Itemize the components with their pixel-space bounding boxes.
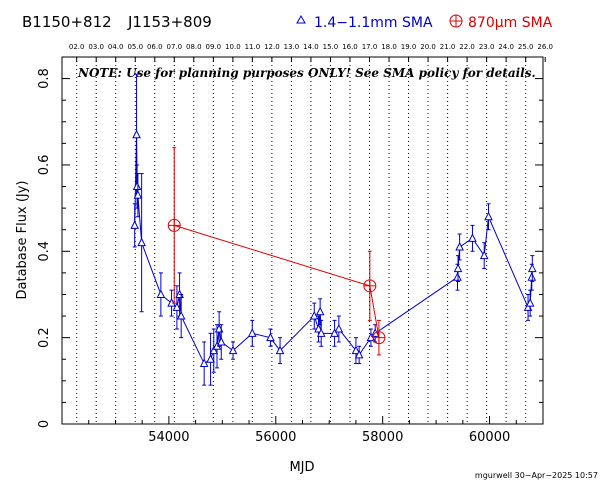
data-point <box>132 181 142 191</box>
data-point <box>527 272 537 281</box>
data-point <box>176 310 186 320</box>
top-year-label: 24.0 <box>498 43 514 51</box>
top-year-label: 20.0 <box>420 43 436 51</box>
top-year-label: 06.0 <box>147 43 163 51</box>
top-year-label: 10.0 <box>225 43 241 51</box>
data-point <box>354 349 364 359</box>
x-tick-label: 60000 <box>469 430 510 445</box>
series-1.4-1.1mm <box>130 73 537 386</box>
top-year-label: 11.0 <box>245 43 261 51</box>
top-year-label: 15.0 <box>323 43 339 51</box>
top-year-label: 23.0 <box>479 43 495 51</box>
data-point <box>130 220 139 229</box>
top-year-label: 14.0 <box>303 43 319 51</box>
data-point <box>455 241 464 251</box>
footer-stamp: mgurwell 30−Apr−2025 10:57 <box>475 471 598 480</box>
top-year-label: 08.0 <box>186 43 202 51</box>
series-870um <box>167 147 386 356</box>
year-grid <box>76 57 527 424</box>
x-axis-label: MJD <box>289 460 314 475</box>
data-point <box>133 190 143 199</box>
top-year-label: 16.0 <box>342 43 358 51</box>
plot-frame <box>61 56 544 425</box>
data-point <box>484 211 493 221</box>
data-point <box>468 233 477 242</box>
y-axis-ticks: 0 0.2 0.4 0.6 0.8 <box>37 56 543 428</box>
top-year-label: 07.0 <box>166 43 182 51</box>
planning-note: NOTE: Use for planning purposes ONLY! Se… <box>77 66 536 80</box>
data-point <box>330 328 339 337</box>
top-year-label: 17.0 <box>362 43 378 51</box>
top-year-label: 02.0 <box>69 43 85 51</box>
legend-red-label: 870μm SMA <box>468 15 553 31</box>
top-year-axis: 02.0 03.0 04.0 05.0 06.0 07.0 08.0 09.0 10.0 11.0… <box>69 43 553 62</box>
legend-red: 870μm SMA <box>449 14 553 31</box>
top-year-label: 12.0 <box>264 43 280 51</box>
data-point <box>453 272 462 281</box>
top-year-label: 13.0 <box>284 43 300 51</box>
top-year-label: 09.0 <box>206 43 222 51</box>
data-point <box>528 263 537 273</box>
data-point <box>199 358 209 368</box>
y-tick-label: 0 <box>37 420 52 428</box>
data-point <box>172 302 182 311</box>
data-point <box>275 345 285 355</box>
data-point <box>156 289 166 298</box>
data-point <box>209 345 219 355</box>
data-point <box>132 129 141 139</box>
data-point <box>315 306 325 316</box>
top-year-label: 05.0 <box>127 43 143 51</box>
top-year-label: 19.0 <box>401 43 417 51</box>
data-point <box>137 237 146 247</box>
data-point <box>247 328 257 337</box>
data-point <box>334 323 344 333</box>
series-line <box>174 224 380 338</box>
top-year-label: 04.0 <box>108 43 124 51</box>
data-point <box>206 354 215 363</box>
y-tick-label: 0.8 <box>37 68 52 89</box>
data-point <box>228 345 238 355</box>
top-year-label: 21.0 <box>440 43 456 51</box>
top-year-label: 18.0 <box>381 43 397 51</box>
source-name: B1150+812 <box>22 13 112 31</box>
x-axis-ticks: 54000 56000 58000 60000 <box>61 416 544 445</box>
y-axis-label: Database Flux (Jy) <box>15 181 30 300</box>
triangle-marker-icon <box>296 14 306 24</box>
data-point <box>316 328 326 337</box>
data-point <box>309 310 319 320</box>
legend-blue: 1.4−1.1mm SMA <box>296 14 433 31</box>
x-tick-label: 56000 <box>255 430 296 445</box>
top-year-label: 22.0 <box>459 43 475 51</box>
top-year-label: 26.0 <box>537 43 553 51</box>
top-year-label: 25.0 <box>518 43 534 51</box>
source-alt-name: J1153+809 <box>127 13 212 31</box>
data-point <box>216 336 226 346</box>
y-tick-label: 0.2 <box>37 327 52 348</box>
top-year-label: 03.0 <box>88 43 104 51</box>
data-point <box>453 263 463 273</box>
legend-blue-label: 1.4−1.1mm SMA <box>314 15 433 31</box>
y-tick-label: 0.6 <box>37 155 52 176</box>
y-tick-label: 0.4 <box>37 241 52 262</box>
data-point <box>525 297 535 307</box>
data-point <box>351 345 361 355</box>
data-series <box>130 73 537 386</box>
x-tick-label: 54000 <box>148 430 189 445</box>
data-point <box>266 332 275 342</box>
x-tick-label: 58000 <box>362 430 403 445</box>
data-point <box>479 250 489 260</box>
